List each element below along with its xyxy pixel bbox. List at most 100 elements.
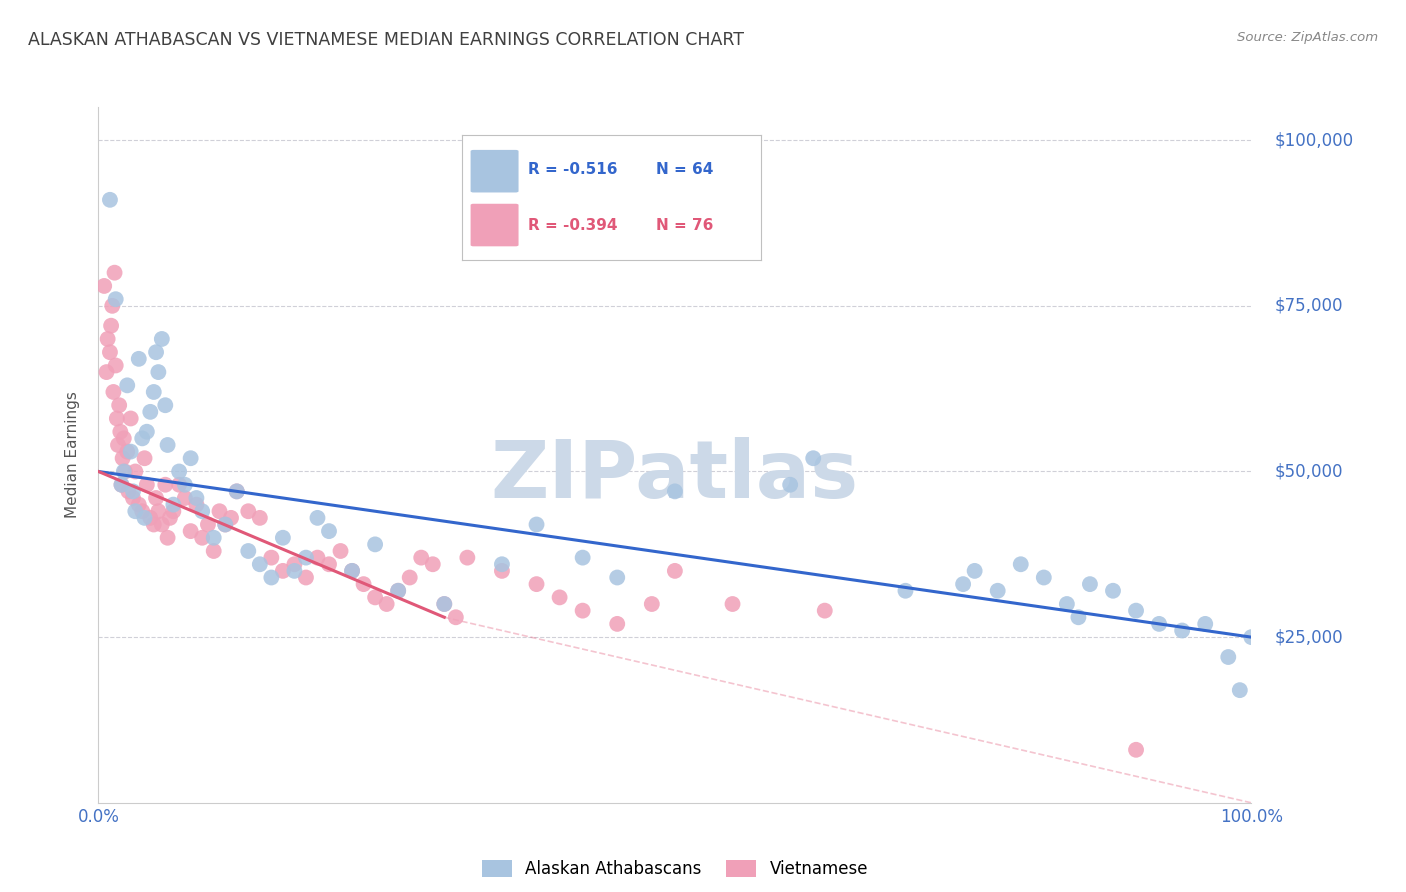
Text: N = 64: N = 64	[657, 162, 714, 178]
Point	[156, 531, 179, 545]
Point	[271, 564, 294, 578]
Point	[398, 570, 420, 584]
Point	[801, 451, 824, 466]
Point	[112, 465, 135, 479]
Text: N = 76: N = 76	[657, 218, 714, 233]
Point	[114, 465, 136, 479]
Point	[664, 564, 686, 578]
Point	[606, 616, 628, 631]
Point	[191, 504, 214, 518]
Point	[155, 477, 177, 491]
Point	[814, 604, 837, 618]
Point	[117, 484, 139, 499]
Point	[283, 564, 305, 578]
Point	[100, 318, 122, 333]
Point	[156, 438, 179, 452]
Point	[174, 477, 197, 491]
Point	[1067, 610, 1090, 624]
Point	[340, 564, 363, 578]
Point	[150, 517, 173, 532]
Point	[162, 498, 184, 512]
Point	[295, 550, 318, 565]
Text: $75,000: $75,000	[1274, 297, 1343, 315]
Point	[107, 438, 129, 452]
Point	[145, 345, 167, 359]
Point	[1218, 650, 1240, 665]
Point	[283, 558, 305, 572]
Point	[952, 577, 974, 591]
Point	[433, 597, 456, 611]
Point	[98, 193, 121, 207]
Point	[1240, 630, 1263, 644]
Point	[548, 591, 571, 605]
Point	[1010, 558, 1032, 572]
Point	[145, 491, 167, 505]
Point	[1171, 624, 1194, 638]
Point	[641, 597, 664, 611]
Point	[571, 604, 593, 618]
Point	[721, 597, 744, 611]
Text: $25,000: $25,000	[1274, 628, 1343, 646]
Point	[148, 365, 170, 379]
Point	[433, 597, 456, 611]
Y-axis label: Median Earnings: Median Earnings	[65, 392, 80, 518]
Point	[260, 570, 283, 584]
Point	[1147, 616, 1170, 631]
Point	[104, 292, 127, 306]
Point	[159, 511, 181, 525]
Point	[422, 558, 444, 572]
Point	[1102, 583, 1125, 598]
Point	[98, 345, 121, 359]
Point	[103, 384, 125, 399]
Point	[606, 570, 628, 584]
Point	[186, 491, 208, 505]
Point	[526, 517, 548, 532]
Point	[894, 583, 917, 598]
Point	[664, 484, 686, 499]
Point	[249, 558, 271, 572]
Point	[214, 517, 236, 532]
Point	[225, 484, 247, 499]
Text: $50,000: $50,000	[1274, 462, 1343, 481]
Point	[340, 564, 363, 578]
Point	[1125, 604, 1147, 618]
Point	[364, 537, 387, 551]
Point	[117, 378, 139, 392]
Point	[174, 491, 197, 505]
Point	[142, 517, 165, 532]
Point	[526, 577, 548, 591]
Point	[411, 550, 433, 565]
Text: ALASKAN ATHABASCAN VS VIETNAMESE MEDIAN EARNINGS CORRELATION CHART: ALASKAN ATHABASCAN VS VIETNAMESE MEDIAN …	[28, 31, 744, 49]
Point	[105, 411, 128, 425]
Point	[120, 444, 142, 458]
FancyBboxPatch shape	[471, 150, 519, 193]
Point	[456, 550, 478, 565]
Point	[162, 504, 184, 518]
Point	[139, 405, 162, 419]
Point	[307, 550, 329, 565]
Point	[1125, 743, 1147, 757]
Point	[491, 564, 513, 578]
Point	[307, 511, 329, 525]
Point	[150, 332, 173, 346]
Point	[131, 504, 153, 518]
Point	[191, 531, 214, 545]
Point	[142, 384, 165, 399]
Point	[249, 511, 271, 525]
Legend: Alaskan Athabascans, Vietnamese: Alaskan Athabascans, Vietnamese	[475, 854, 875, 885]
Point	[364, 591, 387, 605]
Text: R = -0.394: R = -0.394	[527, 218, 617, 233]
Point	[963, 564, 986, 578]
Point	[110, 477, 132, 491]
FancyBboxPatch shape	[471, 203, 519, 246]
Point	[104, 359, 127, 373]
Point	[1056, 597, 1078, 611]
Point	[108, 398, 131, 412]
Point	[122, 491, 145, 505]
Point	[135, 477, 157, 491]
Point	[779, 477, 801, 491]
Text: $100,000: $100,000	[1274, 131, 1354, 149]
Point	[318, 558, 340, 572]
Point	[155, 398, 177, 412]
Point	[1078, 577, 1101, 591]
